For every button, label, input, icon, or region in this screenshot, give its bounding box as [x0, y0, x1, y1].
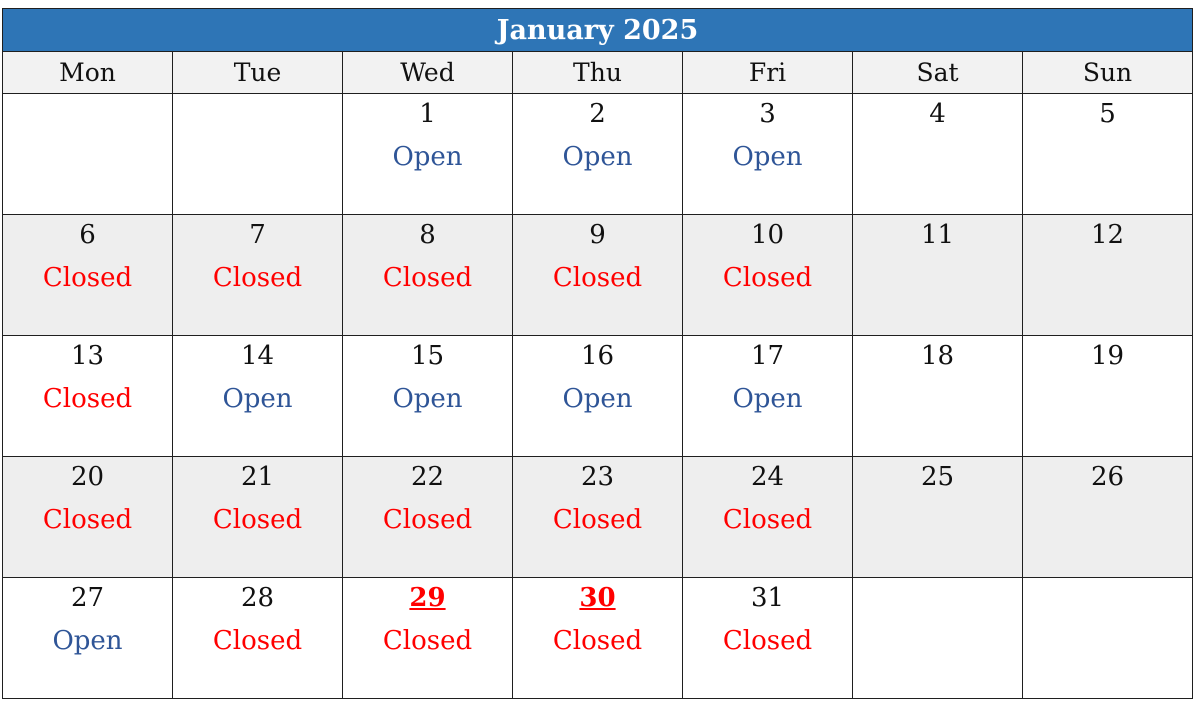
day-cell: [173, 94, 343, 215]
day-number: 25: [920, 462, 955, 492]
day-status: Open: [52, 626, 123, 656]
day-cell: 1 Open: [343, 94, 513, 215]
weekday-header-fri: Fri: [683, 52, 853, 94]
day-cell: 29 Closed: [343, 578, 513, 698]
day-cell: 10 Closed: [683, 215, 853, 336]
day-status: Closed: [212, 626, 303, 656]
day-cell: 12: [1023, 215, 1192, 336]
calendar-title: January 2025: [3, 9, 1192, 52]
day-status: Open: [392, 142, 463, 172]
day-number: 8: [419, 220, 436, 250]
day-cell: 7 Closed: [173, 215, 343, 336]
day-status: Closed: [722, 626, 813, 656]
weekday-header-tue: Tue: [173, 52, 343, 94]
day-cell: 20 Closed: [3, 457, 173, 578]
day-status: Closed: [382, 626, 473, 656]
day-cell: 24 Closed: [683, 457, 853, 578]
day-number: 23: [580, 462, 615, 492]
day-cell: 25: [853, 457, 1023, 578]
day-status: Closed: [722, 505, 813, 535]
day-cell: [3, 94, 173, 215]
day-cell: 5: [1023, 94, 1192, 215]
day-cell: 4: [853, 94, 1023, 215]
weekday-header-sat: Sat: [853, 52, 1023, 94]
day-cell: [1023, 578, 1192, 698]
day-status: Closed: [212, 505, 303, 535]
day-cell: 31 Closed: [683, 578, 853, 698]
day-status: Closed: [42, 384, 133, 414]
day-number: 7: [249, 220, 266, 250]
day-number: 22: [410, 462, 445, 492]
day-number: 27: [70, 583, 105, 613]
day-number: 9: [589, 220, 606, 250]
day-number: 20: [70, 462, 105, 492]
day-number: 14: [240, 341, 275, 371]
day-number: 24: [750, 462, 785, 492]
day-cell: 11: [853, 215, 1023, 336]
day-cell: 9 Closed: [513, 215, 683, 336]
day-status: Open: [562, 384, 633, 414]
day-number: 15: [410, 341, 445, 371]
day-number: 30: [579, 583, 616, 613]
day-number: 3: [759, 99, 776, 129]
day-cell: 19: [1023, 336, 1192, 457]
day-status: Open: [392, 384, 463, 414]
day-cell: 21 Closed: [173, 457, 343, 578]
day-number: 6: [79, 220, 96, 250]
day-cell: 18: [853, 336, 1023, 457]
day-cell: 22 Closed: [343, 457, 513, 578]
day-cell: 27 Open: [3, 578, 173, 698]
day-cell: 16 Open: [513, 336, 683, 457]
day-number: 11: [920, 220, 955, 250]
day-cell: [853, 578, 1023, 698]
weekday-header-thu: Thu: [513, 52, 683, 94]
day-number: 10: [750, 220, 785, 250]
day-status: Closed: [212, 263, 303, 293]
day-number: 26: [1090, 462, 1125, 492]
day-cell: 6 Closed: [3, 215, 173, 336]
day-number: 19: [1090, 341, 1125, 371]
day-cell: 15 Open: [343, 336, 513, 457]
weekday-header-sun: Sun: [1023, 52, 1192, 94]
day-number: 2: [589, 99, 606, 129]
calendar: January 2025 Mon Tue Wed Thu Fri Sat Sun…: [2, 8, 1193, 699]
day-number: 12: [1090, 220, 1125, 250]
day-cell: 13 Closed: [3, 336, 173, 457]
day-number: 18: [920, 341, 955, 371]
day-status: Closed: [552, 263, 643, 293]
day-status: Open: [222, 384, 293, 414]
weekday-header-wed: Wed: [343, 52, 513, 94]
day-status: Closed: [552, 505, 643, 535]
day-number: 31: [750, 583, 785, 613]
day-status: Closed: [42, 263, 133, 293]
day-status: Open: [562, 142, 633, 172]
calendar-grid: Mon Tue Wed Thu Fri Sat Sun 1 Open 2 Open 3 O…: [3, 52, 1192, 698]
day-number: 4: [929, 99, 946, 129]
day-cell: 23 Closed: [513, 457, 683, 578]
day-number: 17: [750, 341, 785, 371]
day-number: 13: [70, 341, 105, 371]
day-cell: 26: [1023, 457, 1192, 578]
day-number: 29: [409, 583, 446, 613]
day-cell: 3 Open: [683, 94, 853, 215]
day-number: 21: [240, 462, 275, 492]
day-status: Closed: [42, 505, 133, 535]
day-number: 16: [580, 341, 615, 371]
day-number: 1: [419, 99, 436, 129]
day-status: Open: [732, 384, 803, 414]
day-cell: 30 Closed: [513, 578, 683, 698]
day-status: Closed: [722, 263, 813, 293]
day-cell: 28 Closed: [173, 578, 343, 698]
day-cell: 17 Open: [683, 336, 853, 457]
day-cell: 2 Open: [513, 94, 683, 215]
day-number: 28: [240, 583, 275, 613]
day-number: 5: [1099, 99, 1116, 129]
weekday-header-mon: Mon: [3, 52, 173, 94]
day-cell: 14 Open: [173, 336, 343, 457]
day-status: Open: [732, 142, 803, 172]
day-status: Closed: [552, 626, 643, 656]
day-cell: 8 Closed: [343, 215, 513, 336]
day-status: Closed: [382, 263, 473, 293]
day-status: Closed: [382, 505, 473, 535]
